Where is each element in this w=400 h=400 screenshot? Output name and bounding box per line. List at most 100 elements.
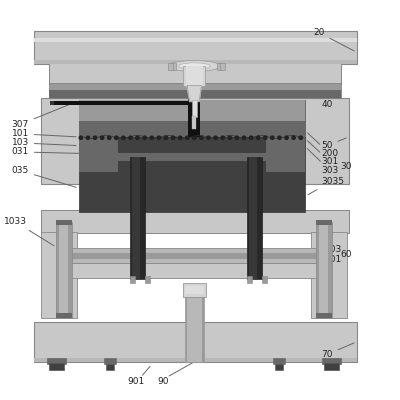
Circle shape <box>79 136 82 140</box>
Bar <box>322 358 341 364</box>
Circle shape <box>157 136 160 140</box>
Bar <box>185 292 204 362</box>
Bar <box>49 363 64 370</box>
Bar <box>59 222 68 318</box>
Bar <box>79 153 306 160</box>
Bar <box>104 358 116 364</box>
Bar <box>316 314 332 318</box>
Bar <box>247 276 252 283</box>
Bar <box>145 276 150 283</box>
Text: 031: 031 <box>12 148 82 156</box>
Bar <box>79 137 118 172</box>
Bar <box>34 30 357 64</box>
Circle shape <box>200 136 203 140</box>
Text: 60: 60 <box>340 250 352 259</box>
Text: 20: 20 <box>313 28 354 51</box>
Bar <box>266 137 306 172</box>
Text: 603: 603 <box>321 245 342 256</box>
Text: 101: 101 <box>12 129 76 138</box>
Circle shape <box>93 136 97 140</box>
Circle shape <box>264 136 267 140</box>
Circle shape <box>207 136 210 140</box>
Bar <box>249 157 257 279</box>
Circle shape <box>178 136 182 140</box>
Bar <box>262 276 267 283</box>
Bar <box>34 322 357 362</box>
Bar <box>187 292 202 362</box>
Bar <box>324 363 339 370</box>
Circle shape <box>299 136 302 140</box>
Bar <box>67 248 321 263</box>
Circle shape <box>115 136 118 140</box>
Bar <box>56 220 72 225</box>
Circle shape <box>214 136 217 140</box>
Circle shape <box>250 136 253 140</box>
Circle shape <box>129 136 132 140</box>
Bar <box>42 210 349 234</box>
Bar <box>79 100 306 121</box>
Ellipse shape <box>178 63 210 69</box>
Circle shape <box>186 136 189 140</box>
Bar <box>316 220 332 225</box>
Bar <box>217 63 222 70</box>
Polygon shape <box>187 86 202 102</box>
Bar <box>34 60 357 64</box>
Bar <box>273 358 285 364</box>
Bar <box>130 157 145 279</box>
Text: 303: 303 <box>308 149 338 175</box>
Bar <box>185 286 204 294</box>
Ellipse shape <box>169 60 220 72</box>
Circle shape <box>193 136 196 140</box>
Text: 307: 307 <box>12 102 76 129</box>
Bar <box>316 222 332 318</box>
Bar <box>275 364 283 370</box>
Text: 200: 200 <box>308 133 338 158</box>
Text: 103: 103 <box>12 138 76 147</box>
Bar <box>186 66 202 86</box>
Bar <box>34 38 357 42</box>
Bar <box>220 63 225 70</box>
Circle shape <box>143 136 146 140</box>
Bar <box>247 157 262 279</box>
Bar <box>56 222 72 318</box>
Bar <box>172 63 176 70</box>
Bar <box>79 100 306 137</box>
Circle shape <box>136 136 139 140</box>
Circle shape <box>278 136 281 140</box>
Bar <box>49 90 341 98</box>
Bar <box>79 137 306 212</box>
Bar <box>188 98 200 137</box>
Circle shape <box>122 136 125 140</box>
Bar <box>49 82 341 98</box>
Bar <box>67 253 321 259</box>
Bar <box>106 364 114 370</box>
Bar <box>49 62 341 84</box>
Circle shape <box>171 136 175 140</box>
Text: 3035: 3035 <box>308 176 344 195</box>
Text: 30: 30 <box>340 162 352 171</box>
Text: 50: 50 <box>321 138 346 150</box>
Bar <box>192 116 196 129</box>
Bar <box>50 101 54 106</box>
Bar <box>183 66 205 86</box>
Circle shape <box>271 136 274 140</box>
Bar <box>42 98 349 184</box>
Text: 601: 601 <box>323 255 342 270</box>
Circle shape <box>235 136 238 140</box>
Circle shape <box>221 136 224 140</box>
Text: 035: 035 <box>12 166 76 187</box>
Circle shape <box>86 136 90 140</box>
Circle shape <box>164 136 168 140</box>
Text: 301: 301 <box>308 141 338 166</box>
Bar <box>50 101 190 106</box>
Circle shape <box>292 136 295 140</box>
Circle shape <box>108 136 111 140</box>
Text: 40: 40 <box>321 95 339 109</box>
Circle shape <box>242 136 246 140</box>
Bar <box>192 100 197 117</box>
Text: 1033: 1033 <box>4 217 54 246</box>
Circle shape <box>100 136 104 140</box>
Bar <box>168 63 173 70</box>
Circle shape <box>285 136 288 140</box>
Bar <box>34 358 357 362</box>
